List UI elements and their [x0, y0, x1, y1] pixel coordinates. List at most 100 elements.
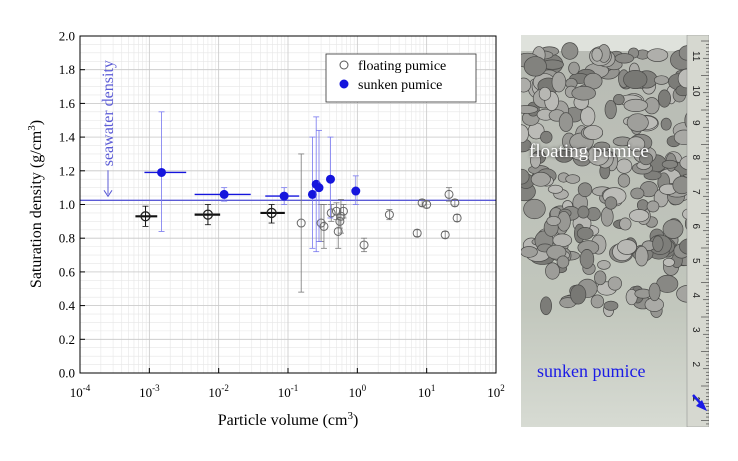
pumice-stone: [571, 85, 596, 101]
ruler-number: 4: [690, 293, 701, 299]
floating-point: [326, 208, 336, 218]
ruler-number: 9: [690, 120, 701, 126]
sunken-point: [307, 189, 317, 199]
floating-point: [440, 230, 450, 240]
sunken-point: [325, 174, 335, 184]
ruler-number: 3: [690, 327, 701, 333]
pumice-stone: [538, 86, 552, 101]
pumice-stone: [556, 255, 570, 269]
floating-point: [412, 228, 422, 238]
floating-point: [338, 206, 348, 216]
x-tick-label: 10-1: [278, 383, 299, 400]
pumice-stone: [604, 196, 618, 210]
floating-point: [202, 209, 214, 220]
floating-point: [266, 207, 277, 219]
pumice-stone: [570, 147, 590, 161]
ruler-number: 8: [690, 155, 701, 161]
y-tick-label: 2.0: [59, 29, 75, 44]
ruler-number: 10: [690, 86, 701, 98]
pumice-stone: [646, 48, 669, 62]
data-marks: [135, 111, 462, 293]
pumice-stone: [614, 53, 634, 64]
pumice-stone: [657, 89, 672, 108]
pumice-stone: [604, 99, 617, 120]
pumice-stone: [590, 294, 605, 309]
pumice-stone: [627, 136, 646, 152]
pumice-stone: [521, 168, 530, 185]
sunken-pumice-label: sunken pumice: [537, 361, 646, 381]
pumice-stone: [652, 235, 664, 252]
ruler: 1110987654321: [686, 35, 709, 427]
legend-marker: [339, 60, 349, 70]
sunken-point: [351, 186, 361, 196]
pumice-stone: [662, 257, 675, 267]
pumice-stone: [580, 106, 596, 127]
x-tick-label: 100: [349, 383, 367, 400]
pumice-stone: [597, 260, 611, 270]
pumice-stone: [521, 105, 539, 114]
pumice-stone: [583, 125, 604, 140]
x-tick-label: 102: [487, 383, 505, 400]
pumice-stone: [561, 42, 579, 60]
pumice-stone: [626, 113, 649, 132]
pumice-stone: [653, 75, 669, 85]
floating-point: [316, 218, 326, 228]
pumice-stone: [623, 98, 649, 112]
floating-point: [444, 189, 454, 199]
legend-marker: [339, 79, 349, 89]
pumice-stone: [568, 61, 580, 75]
ruler-number: 7: [690, 189, 701, 195]
pumice-stone: [565, 174, 581, 184]
pumice-stone: [577, 182, 593, 197]
floating-point: [140, 211, 151, 222]
ruler-body: [686, 35, 709, 427]
y-tick-label: 1.2: [59, 163, 75, 178]
pumice-stone: [546, 244, 567, 260]
pumice-stone: [646, 200, 660, 213]
pumice-stone: [521, 246, 538, 258]
pumice-stone: [660, 117, 672, 131]
axes: 0.0 0.2 0.4 0.6 0.8 1.0 1.2 1.4 1.6 1.8 2.0 10-4 10-…: [59, 29, 505, 401]
pumice-photo: 1110987654321 floating pumice sunken pum…: [521, 35, 709, 427]
y-tick-label: 0.6: [59, 264, 76, 279]
pumice-stone: [540, 130, 553, 144]
sunken-arrowhead-icon: [696, 400, 707, 411]
x-tick-label: 10-3: [139, 383, 160, 400]
x-tick-label: 10-4: [70, 383, 91, 400]
y-tick-label: 1.8: [59, 62, 75, 77]
seawater-density-label: seawater density: [100, 60, 117, 166]
pumice-stone: [613, 93, 625, 106]
floating-pumice-label: floating pumice: [529, 141, 649, 162]
pumice-stone: [607, 276, 622, 291]
pumice-stone: [619, 217, 632, 231]
pumice-stone: [540, 296, 552, 316]
pumice-stone: [594, 270, 607, 286]
pumice-stone: [523, 56, 547, 77]
pumice-stone: [558, 112, 574, 132]
pumice-stone: [617, 239, 637, 255]
pumice-stone: [623, 69, 648, 89]
legend: floating pumice sunken pumice: [325, 53, 477, 103]
legend-label: sunken pumice: [358, 78, 442, 93]
pumice-stone: [639, 152, 653, 166]
pumice-stone: [530, 171, 551, 187]
y-tick-label: 0.8: [59, 231, 75, 246]
pumice-stone: [603, 300, 619, 311]
x-axis-label: Particle volume (cm3): [218, 410, 359, 429]
floating-point: [319, 221, 329, 231]
pumice-stone: [629, 209, 650, 223]
pumice-stone: [591, 47, 603, 62]
pumice-stone: [552, 233, 573, 248]
floating-point: [336, 211, 346, 221]
legend-box: [325, 53, 477, 103]
ruler-number: 6: [690, 224, 701, 230]
y-tick-label: 0.4: [59, 298, 76, 313]
floating-point: [422, 200, 432, 209]
floating-point: [417, 198, 427, 208]
sunken-point: [219, 189, 229, 199]
y-tick-label: 1.4: [59, 130, 76, 145]
legend-label: floating pumice: [358, 59, 446, 74]
pumice-stone: [530, 152, 541, 169]
floating-point: [452, 213, 462, 223]
pumice-stone: [661, 159, 678, 169]
